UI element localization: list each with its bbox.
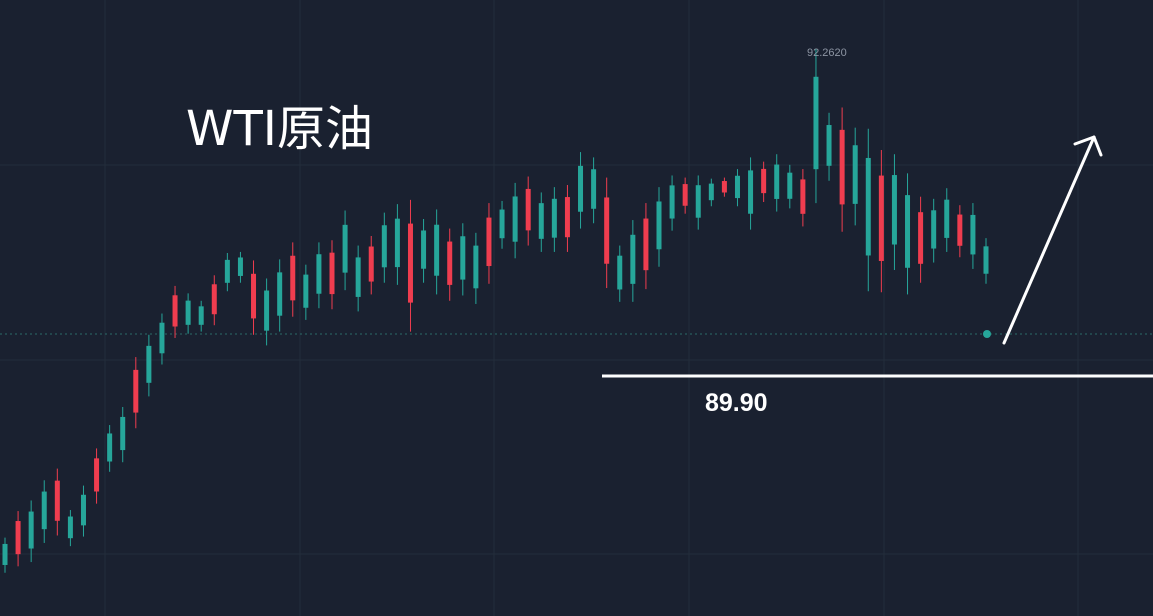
candle-body (708, 183, 714, 201)
candle-body (421, 230, 427, 269)
candle-body (394, 218, 400, 268)
candle-body (525, 188, 531, 231)
candle-body (224, 259, 230, 283)
candle-body (512, 196, 518, 242)
candle-body (303, 274, 309, 308)
candle-body (604, 197, 610, 264)
candle-body (669, 185, 675, 219)
candle-body (329, 252, 335, 295)
candle-body (813, 76, 819, 170)
high-label: 92.2620 (807, 47, 847, 59)
candles (2, 49, 989, 573)
candle-body (54, 480, 60, 521)
candle-body (342, 224, 348, 273)
candle-body (852, 145, 858, 204)
candle-body (185, 300, 191, 325)
candle-body (107, 433, 113, 462)
candle-body (277, 272, 283, 316)
candle-body (931, 210, 937, 249)
candle-body (251, 273, 257, 319)
candle-body (682, 184, 688, 206)
candle-body (761, 168, 767, 194)
candle-body (368, 246, 374, 282)
candle-body (748, 170, 754, 214)
candle-body (94, 458, 100, 492)
chart-title: WTI原油 (186, 101, 373, 157)
candle-body (15, 521, 21, 555)
candle-body (891, 175, 897, 245)
candle-body (865, 157, 871, 256)
candle-body (28, 511, 34, 549)
candle-body (839, 129, 845, 205)
candle-body (944, 199, 950, 238)
candle-body (172, 295, 178, 327)
candle-body (538, 203, 544, 239)
candle-body (551, 198, 557, 238)
candle-body (734, 175, 740, 199)
candle-body (159, 322, 165, 354)
arrow-head-icon (1073, 135, 1103, 157)
candle-body (499, 209, 505, 239)
candle-body (133, 369, 139, 413)
candle-body (957, 214, 963, 246)
live-price-dot (983, 330, 991, 338)
candle-body (643, 218, 649, 271)
candle-body (434, 224, 440, 276)
candle-body (316, 254, 322, 294)
candle-body (211, 284, 217, 315)
candle-body (460, 236, 466, 280)
candle-body (630, 234, 636, 284)
candle-body (905, 195, 911, 268)
candle-body (578, 165, 584, 212)
candle-body (826, 125, 832, 166)
candle-body (198, 306, 204, 325)
candle-body (721, 181, 727, 193)
candle-body (983, 246, 989, 274)
candle-body (41, 491, 47, 530)
candle-body (970, 214, 976, 255)
candle-body (695, 185, 701, 218)
candle-body (146, 345, 152, 383)
candle-body (918, 212, 924, 264)
candle-body (447, 241, 453, 285)
candle-body (787, 172, 793, 199)
candle-body (774, 164, 780, 199)
candle-body (878, 175, 884, 261)
candle-body (564, 197, 570, 238)
candle-body (2, 543, 8, 565)
candle-body (617, 255, 623, 290)
candle-body (591, 169, 597, 209)
candle-body (486, 217, 492, 267)
trend-arrow (1002, 135, 1096, 345)
candle-body (656, 201, 662, 250)
candle-body (381, 225, 387, 268)
candle-body (290, 255, 296, 301)
support-label: 89.90 (705, 389, 768, 417)
candle-body (120, 416, 126, 451)
candle-body (264, 290, 270, 331)
candle-body (800, 179, 806, 214)
candle-body (473, 245, 479, 289)
candle-body (67, 516, 73, 539)
candle-body (407, 223, 413, 303)
candle-body (80, 494, 86, 526)
candle-body (355, 257, 361, 297)
candle-body (237, 257, 243, 276)
